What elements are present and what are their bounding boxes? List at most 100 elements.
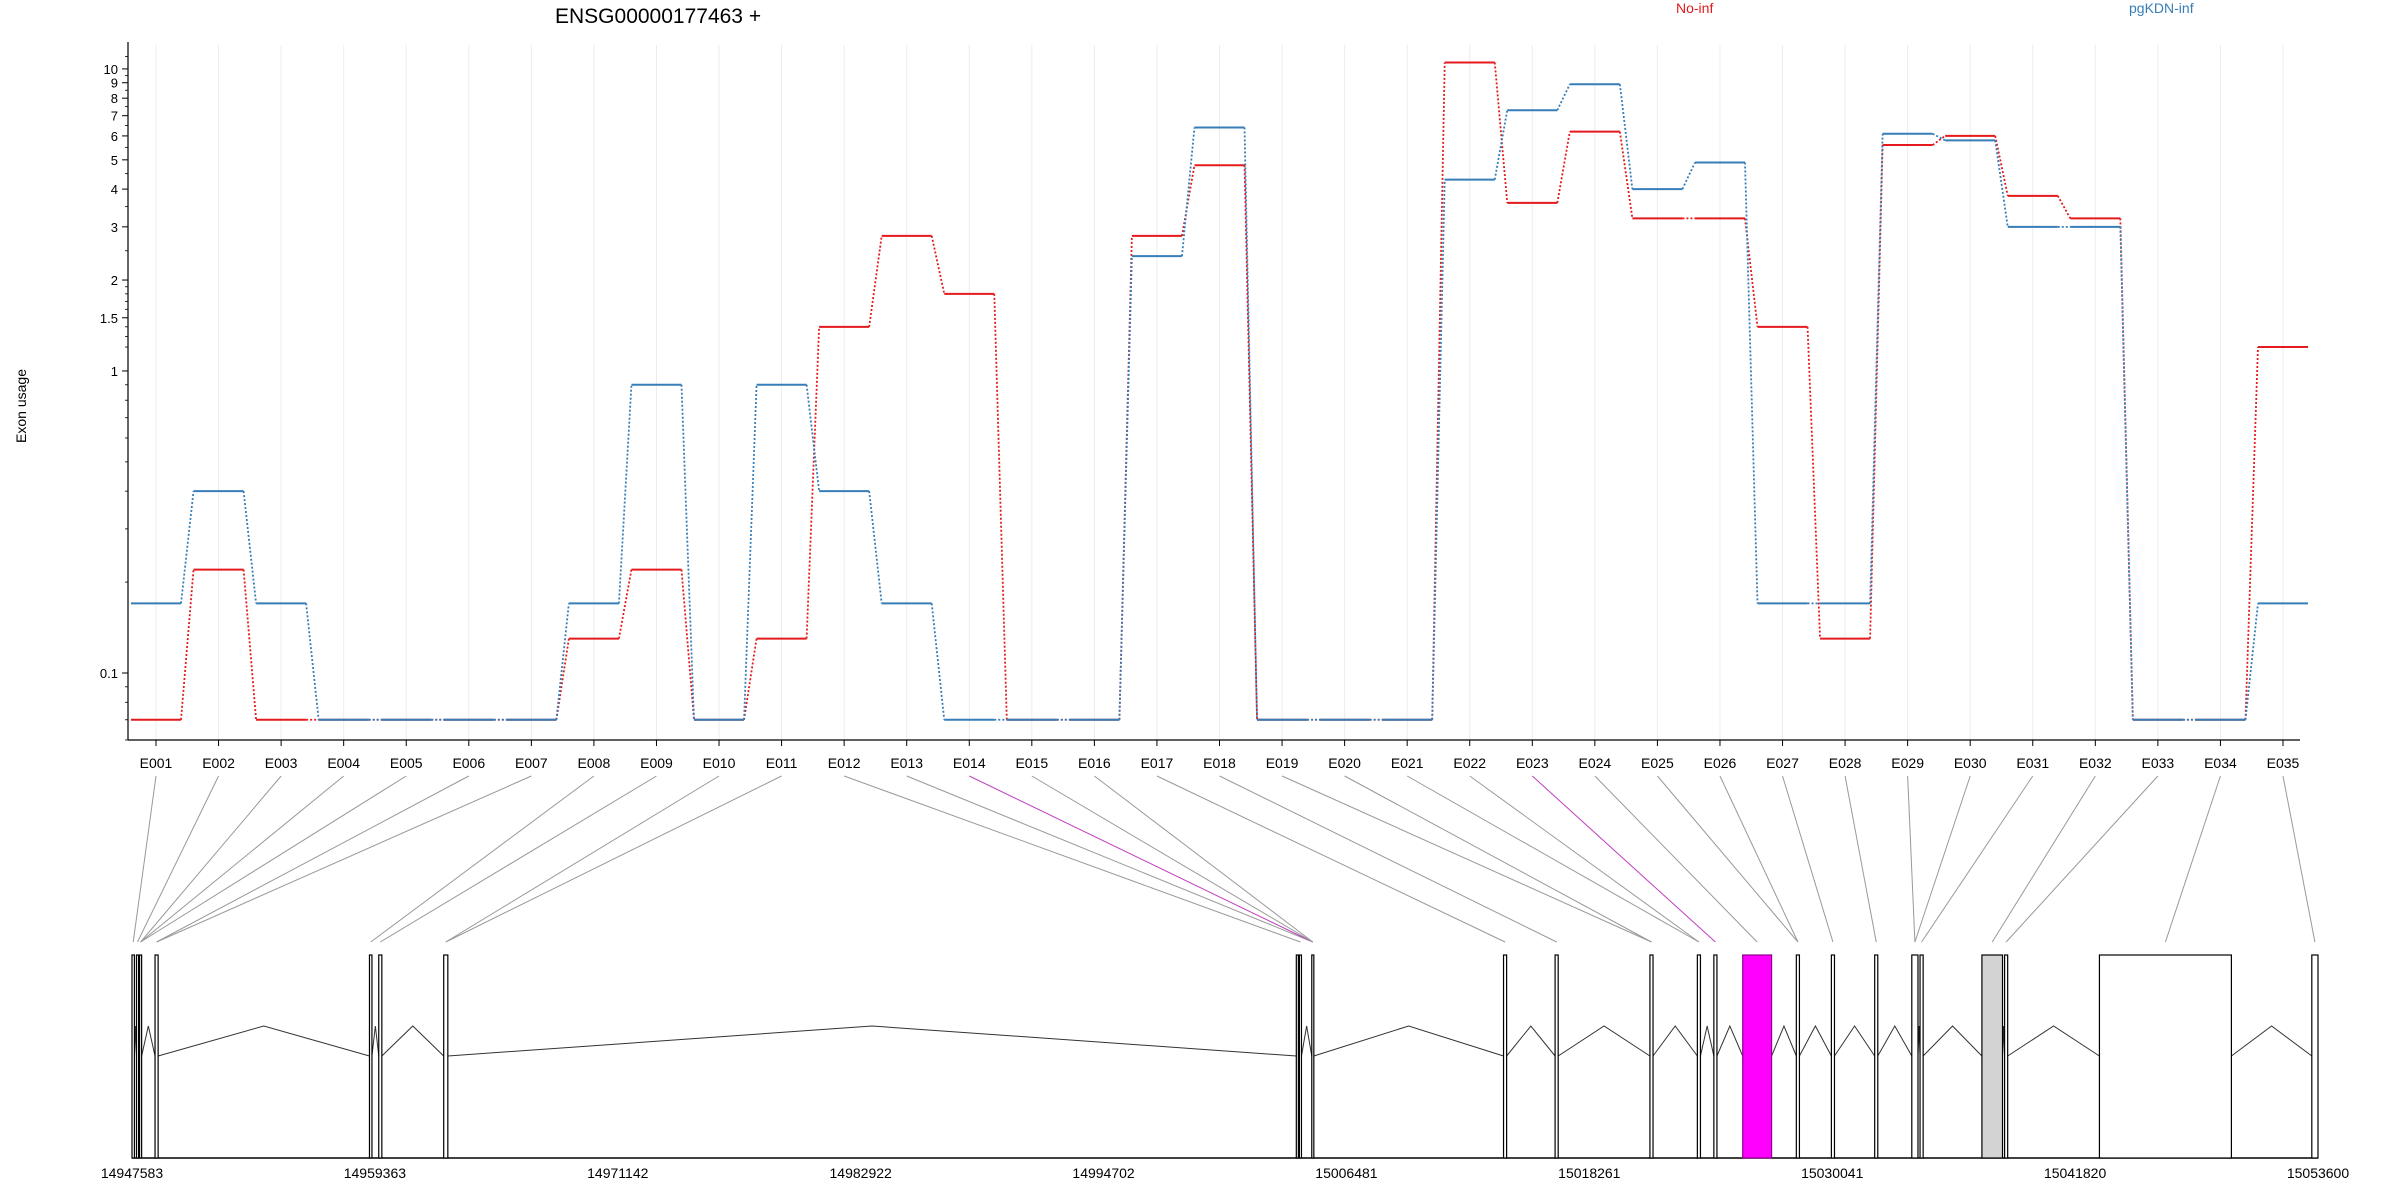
exon-connectors bbox=[132, 775, 2316, 943]
y-tick-label: 3 bbox=[111, 220, 118, 235]
connector-e018 bbox=[1219, 775, 1557, 943]
transition-line bbox=[1431, 62, 1446, 720]
intron-line bbox=[381, 1025, 445, 1057]
coordinate-label: 15041820 bbox=[2044, 1165, 2107, 1181]
gene-exon bbox=[1795, 954, 1801, 1159]
coordinate-label: 14994702 bbox=[1072, 1165, 1135, 1181]
connector-e015 bbox=[1031, 775, 1314, 943]
exon-label-e008: E008 bbox=[578, 755, 611, 771]
intron-line bbox=[1834, 1025, 1876, 1057]
gene-exon bbox=[1874, 954, 1879, 1159]
y-tick-label: 9 bbox=[111, 76, 118, 91]
transition-line bbox=[1806, 326, 1821, 639]
coordinate-label: 14982922 bbox=[830, 1165, 893, 1181]
exon-label-e007: E007 bbox=[515, 755, 548, 771]
gene-exon bbox=[368, 954, 373, 1159]
exon-label-e016: E016 bbox=[1078, 755, 1111, 771]
y-tick-label: 1 bbox=[111, 364, 118, 379]
transition-line bbox=[868, 235, 883, 327]
connector-e003 bbox=[140, 775, 282, 943]
exon-label-e025: E025 bbox=[1641, 755, 1674, 771]
y-axis-label: Exon usage bbox=[13, 369, 29, 443]
transition-line bbox=[1181, 127, 1196, 257]
connector-e029 bbox=[1907, 775, 1916, 943]
gene-exon bbox=[1696, 954, 1702, 1159]
connector-e028 bbox=[1844, 775, 1877, 943]
intron-line bbox=[1652, 1025, 1698, 1057]
connector-e026 bbox=[1719, 775, 1799, 943]
exon-label-e024: E024 bbox=[1579, 755, 1612, 771]
exon-label-e004: E004 bbox=[327, 755, 360, 771]
exon-label-e013: E013 bbox=[890, 755, 923, 771]
coordinate-label: 15018261 bbox=[1558, 1165, 1621, 1181]
transition-line bbox=[1556, 131, 1571, 204]
transition-line bbox=[1618, 131, 1634, 219]
connector-e033 bbox=[2005, 775, 2159, 943]
exon-label-e012: E012 bbox=[828, 755, 861, 771]
connector-e022 bbox=[1469, 775, 1700, 943]
gene-exon bbox=[1742, 954, 1773, 1159]
gene-exon bbox=[131, 954, 136, 1159]
transition-line bbox=[805, 384, 821, 492]
connector-e025 bbox=[1657, 775, 1799, 943]
y-tick-label: 10 bbox=[104, 62, 118, 77]
gene-exon bbox=[1830, 954, 1836, 1159]
transition-line bbox=[1932, 135, 1946, 146]
series-pgkdn-inf bbox=[130, 83, 2309, 721]
y-tick-label: 5 bbox=[111, 153, 118, 168]
exon-label-e005: E005 bbox=[390, 755, 423, 771]
transition-line bbox=[1431, 179, 1446, 720]
transition-line bbox=[1493, 110, 1509, 180]
exon-label-e003: E003 bbox=[265, 755, 298, 771]
intron-line bbox=[2007, 1025, 2100, 1057]
legend-entry-pgkdn-inf: pgKDN-inf bbox=[2129, 0, 2194, 16]
exon-label-e011: E011 bbox=[766, 755, 798, 771]
transition-line bbox=[1744, 162, 1759, 604]
exon-label-e033: E033 bbox=[2142, 755, 2175, 771]
coordinate-label: 15030041 bbox=[1801, 1165, 1864, 1181]
connector-e032 bbox=[1991, 775, 2096, 943]
gene-exon bbox=[1713, 954, 1718, 1159]
transition-line bbox=[1181, 165, 1196, 237]
gene-exon bbox=[1981, 954, 2004, 1159]
exon-label-e020: E020 bbox=[1328, 755, 1361, 771]
exon-label-e027: E027 bbox=[1766, 755, 1799, 771]
intron-line bbox=[1771, 1024, 1797, 1057]
transition-line bbox=[680, 384, 695, 720]
gene-exon bbox=[154, 954, 159, 1159]
connector-e013 bbox=[906, 775, 1313, 943]
connector-e005 bbox=[140, 775, 407, 943]
gene-model: 14947583 14959363 14971142 14982922 14994702… bbox=[101, 954, 2349, 1181]
grid bbox=[155, 45, 2284, 740]
transition-line bbox=[1681, 162, 1696, 190]
transition-line bbox=[180, 569, 195, 720]
intron-line bbox=[141, 1025, 156, 1057]
coordinate-label: 14971142 bbox=[587, 1165, 648, 1181]
intron-line bbox=[447, 1025, 1297, 1057]
intron-line bbox=[2231, 1025, 2313, 1057]
transition-line bbox=[1556, 83, 1571, 111]
connector-e019 bbox=[1281, 775, 1652, 943]
exon-label-e026: E026 bbox=[1704, 755, 1737, 771]
transition-line bbox=[305, 603, 320, 720]
connector-e014 bbox=[969, 775, 1314, 943]
exon-label-e010: E010 bbox=[703, 755, 736, 771]
gene-exon bbox=[1649, 954, 1654, 1159]
intron-line bbox=[1877, 1024, 1913, 1057]
transition-line bbox=[1994, 140, 2009, 227]
gene-exon bbox=[1298, 954, 1303, 1159]
exon-label-e029: E029 bbox=[1891, 755, 1924, 771]
transition-line bbox=[180, 491, 195, 604]
exon-label-e031: E031 bbox=[2016, 755, 2049, 771]
connector-e012 bbox=[843, 775, 1301, 943]
connector-e031 bbox=[1921, 775, 2034, 943]
connector-e002 bbox=[137, 775, 220, 943]
exon-label-e017: E017 bbox=[1141, 755, 1174, 771]
transition-line bbox=[1493, 62, 1509, 204]
exon-label-e032: E032 bbox=[2079, 755, 2112, 771]
gene-exon bbox=[443, 954, 449, 1159]
intron-line bbox=[157, 1025, 370, 1057]
transition-line bbox=[2057, 195, 2072, 219]
transition-line bbox=[1118, 256, 1133, 720]
intron-line bbox=[1798, 1024, 1832, 1057]
